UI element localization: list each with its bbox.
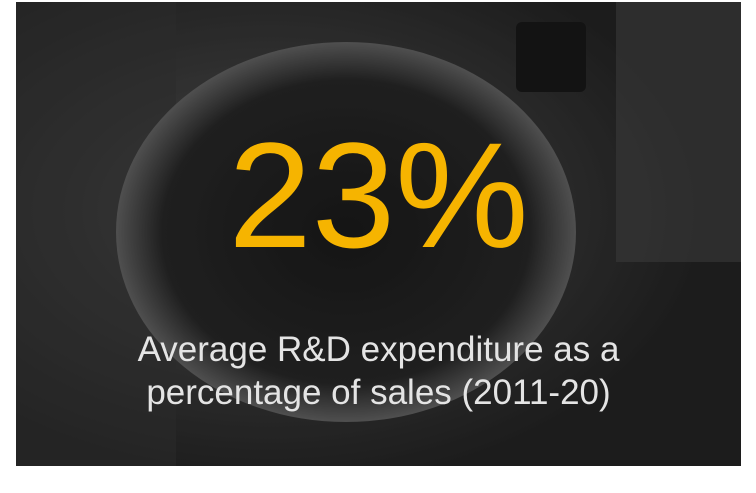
stat-value: 23% bbox=[16, 110, 741, 280]
page: 23% Average R&D expenditure as a percent… bbox=[0, 0, 756, 493]
stat-caption: Average R&D expenditure as a percentage … bbox=[16, 328, 741, 414]
caption-line: Average R&D expenditure as a bbox=[16, 328, 741, 371]
stat-card: 23% Average R&D expenditure as a percent… bbox=[16, 2, 741, 466]
caption-line: percentage of sales (2011-20) bbox=[16, 371, 741, 414]
